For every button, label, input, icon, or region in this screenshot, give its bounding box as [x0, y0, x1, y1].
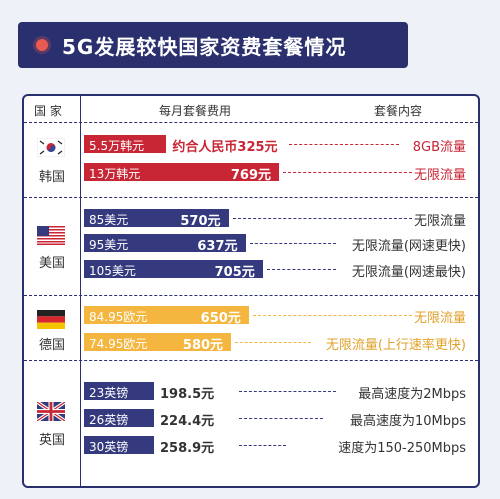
table-header: 国 家 每月套餐费用 套餐内容 [24, 96, 478, 123]
title-bar: 5G发展较快国家资费套餐情况 [18, 22, 408, 68]
leader-line [239, 391, 336, 392]
germany-flag-icon [37, 310, 65, 329]
plan-content: 无限流量 [413, 311, 466, 326]
bar-rmb-value: 约合人民币325元 [172, 140, 278, 155]
bar-rmb-value: 705元 [214, 265, 255, 280]
bar-rmb-value: 570元 [180, 214, 221, 229]
bar-rmb-value: 198.5元 [160, 387, 215, 402]
plan-content: 无限流量 [413, 168, 466, 183]
bar-local-price: 26英镑 [89, 413, 129, 427]
leader-line [239, 418, 324, 419]
bar-local-price: 95美元 [89, 238, 129, 252]
bar: 105美元 705元 [84, 260, 263, 280]
section-divider [24, 197, 478, 198]
bar-rmb-value: 580元 [182, 338, 224, 353]
plan-content: 最高速度为2Mbps [358, 387, 466, 402]
section-divider [24, 295, 478, 296]
bar: 26英镑 [84, 409, 154, 427]
country-korea: 韩国 [38, 170, 65, 185]
chart-title: 5G发展较快国家资费套餐情况 [62, 34, 347, 59]
plan-content: 速度为150-250Mbps [338, 441, 466, 456]
bar-rmb-value: 637元 [197, 239, 238, 254]
leader-line [283, 172, 412, 173]
bar: 74.95欧元 580元 [84, 333, 232, 353]
plan-content: 8GB流量 [412, 140, 466, 155]
leader-line [249, 243, 336, 244]
bar: 23英镑 [84, 382, 154, 400]
leader-line [232, 218, 412, 219]
bar: 85美元 570元 [84, 209, 229, 229]
uk-flag-icon [37, 402, 65, 421]
leader-line [239, 445, 286, 446]
header-country: 国 家 [34, 104, 62, 118]
leader-line [235, 342, 311, 343]
header-plan: 套餐内容 [374, 104, 423, 118]
leader-line [288, 144, 399, 145]
bar-local-price: 105美元 [89, 264, 136, 278]
korea-flag-icon [37, 138, 65, 157]
bar-local-price: 30英镑 [89, 440, 129, 454]
bar: 13万韩元 769元 [84, 163, 279, 183]
plan-content: 最高速度为10Mbps [349, 414, 466, 429]
bar-local-price: 23英镑 [89, 386, 129, 400]
usa-flag-icon [37, 226, 65, 245]
country-uk: 英国 [38, 433, 65, 448]
bar: 5.5万韩元 [84, 135, 167, 153]
country-germany: 德国 [38, 338, 65, 353]
section-divider [24, 360, 478, 361]
bar: 84.95欧元 650元 [84, 306, 249, 326]
leader-line [252, 315, 412, 316]
header-fee: 每月套餐费用 [159, 104, 232, 118]
bar-local-price: 85美元 [89, 213, 129, 227]
bar-local-price: 13万韩元 [89, 167, 141, 181]
chart-card: 国 家 每月套餐费用 套餐内容 韩国 美国 德国 [22, 94, 480, 488]
bar-local-price: 84.95欧元 [89, 310, 148, 324]
plan-content: 无限流量(网速更快) [351, 239, 466, 254]
bar: 30英镑 [84, 436, 154, 454]
bar-local-price: 5.5万韩元 [89, 139, 145, 153]
column-divider [80, 96, 81, 486]
bar-rmb-value: 258.9元 [160, 441, 215, 456]
plan-content: 无限流量(网速最快) [351, 265, 466, 280]
plan-content: 无限流量(上行速率更快) [325, 338, 466, 353]
country-usa: 美国 [38, 256, 65, 271]
bar-rmb-value: 224.4元 [160, 414, 215, 429]
bar-rmb-value: 650元 [200, 311, 241, 326]
leader-line [266, 269, 336, 270]
bar-local-price: 74.95欧元 [89, 337, 148, 351]
plan-content: 无限流量 [413, 214, 466, 229]
bar: 95美元 637元 [84, 234, 246, 254]
title-dot-icon [36, 39, 48, 51]
bar-rmb-value: 769元 [230, 168, 271, 183]
